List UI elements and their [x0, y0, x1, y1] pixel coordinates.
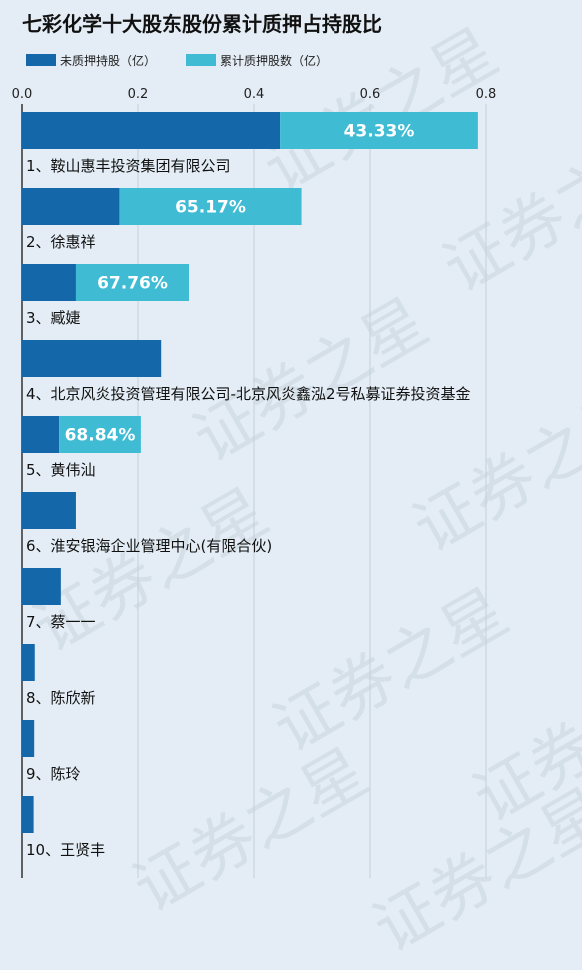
x-tick-label: 0.8 — [476, 87, 497, 102]
category-label: 1、鞍山惠丰投资集团有限公司 — [26, 157, 231, 175]
category-label: 7、蔡一一 — [26, 613, 96, 631]
bar-pledged — [59, 416, 141, 453]
bar-unpledged — [22, 720, 35, 757]
category-label: 6、淮安银海企业管理中心(有限合伙) — [26, 537, 272, 555]
category-label: 8、陈欣新 — [26, 689, 96, 707]
category-label: 10、王贤丰 — [26, 841, 105, 859]
category-label: 2、徐惠祥 — [26, 233, 96, 251]
legend-label-unpledged: 未质押持股（亿） — [60, 53, 157, 68]
category-label: 5、黄伟汕 — [26, 461, 96, 479]
legend-item-pledged: 累计质押股数（亿） — [186, 52, 328, 69]
bar-unpledged — [22, 112, 281, 149]
bar-data-label: 68.84% — [65, 426, 136, 446]
x-tick-label: 0.6 — [360, 87, 381, 102]
chart-title: 七彩化学十大股东股份累计质押占持股比 — [22, 12, 382, 36]
bar-data-label: 67.76% — [97, 274, 168, 294]
legend: 未质押持股（亿） 累计质押股数（亿） — [26, 52, 358, 68]
category-label: 3、臧婕 — [26, 309, 81, 327]
bar-unpledged — [22, 188, 120, 225]
bar-chart: 0.0 0.2 0.4 0.6 0.8 43.33% 1、鞍山惠丰投资集团有限公司 65.17… — [12, 87, 497, 878]
bar-data-label: 65.17% — [175, 198, 246, 218]
bar-unpledged — [22, 796, 34, 833]
legend-swatch-pledged — [186, 54, 217, 66]
legend-label-pledged: 累计质押股数（亿） — [220, 53, 329, 68]
bar-unpledged — [22, 340, 162, 377]
bar-unpledged — [22, 416, 60, 453]
bar-data-label: 43.33% — [344, 122, 415, 142]
bar-unpledged — [22, 568, 61, 605]
category-label: 9、陈玲 — [26, 765, 81, 783]
bar-pledged — [75, 264, 190, 301]
bar-unpledged — [22, 492, 76, 529]
bar-pledged — [119, 188, 302, 225]
bar-unpledged — [22, 644, 35, 681]
x-tick-label: 0.0 — [12, 87, 33, 102]
bar-unpledged — [22, 264, 76, 301]
x-tick-label: 0.4 — [244, 87, 265, 102]
x-tick-label: 0.2 — [128, 87, 149, 102]
legend-swatch-unpledged — [26, 54, 56, 66]
legend-item-unpledged: 未质押持股（亿） — [26, 52, 156, 69]
bar-pledged — [280, 112, 478, 149]
category-label: 4、北京风炎投资管理有限公司-北京风炎鑫泓2号私募证券投资基金 — [26, 385, 471, 403]
